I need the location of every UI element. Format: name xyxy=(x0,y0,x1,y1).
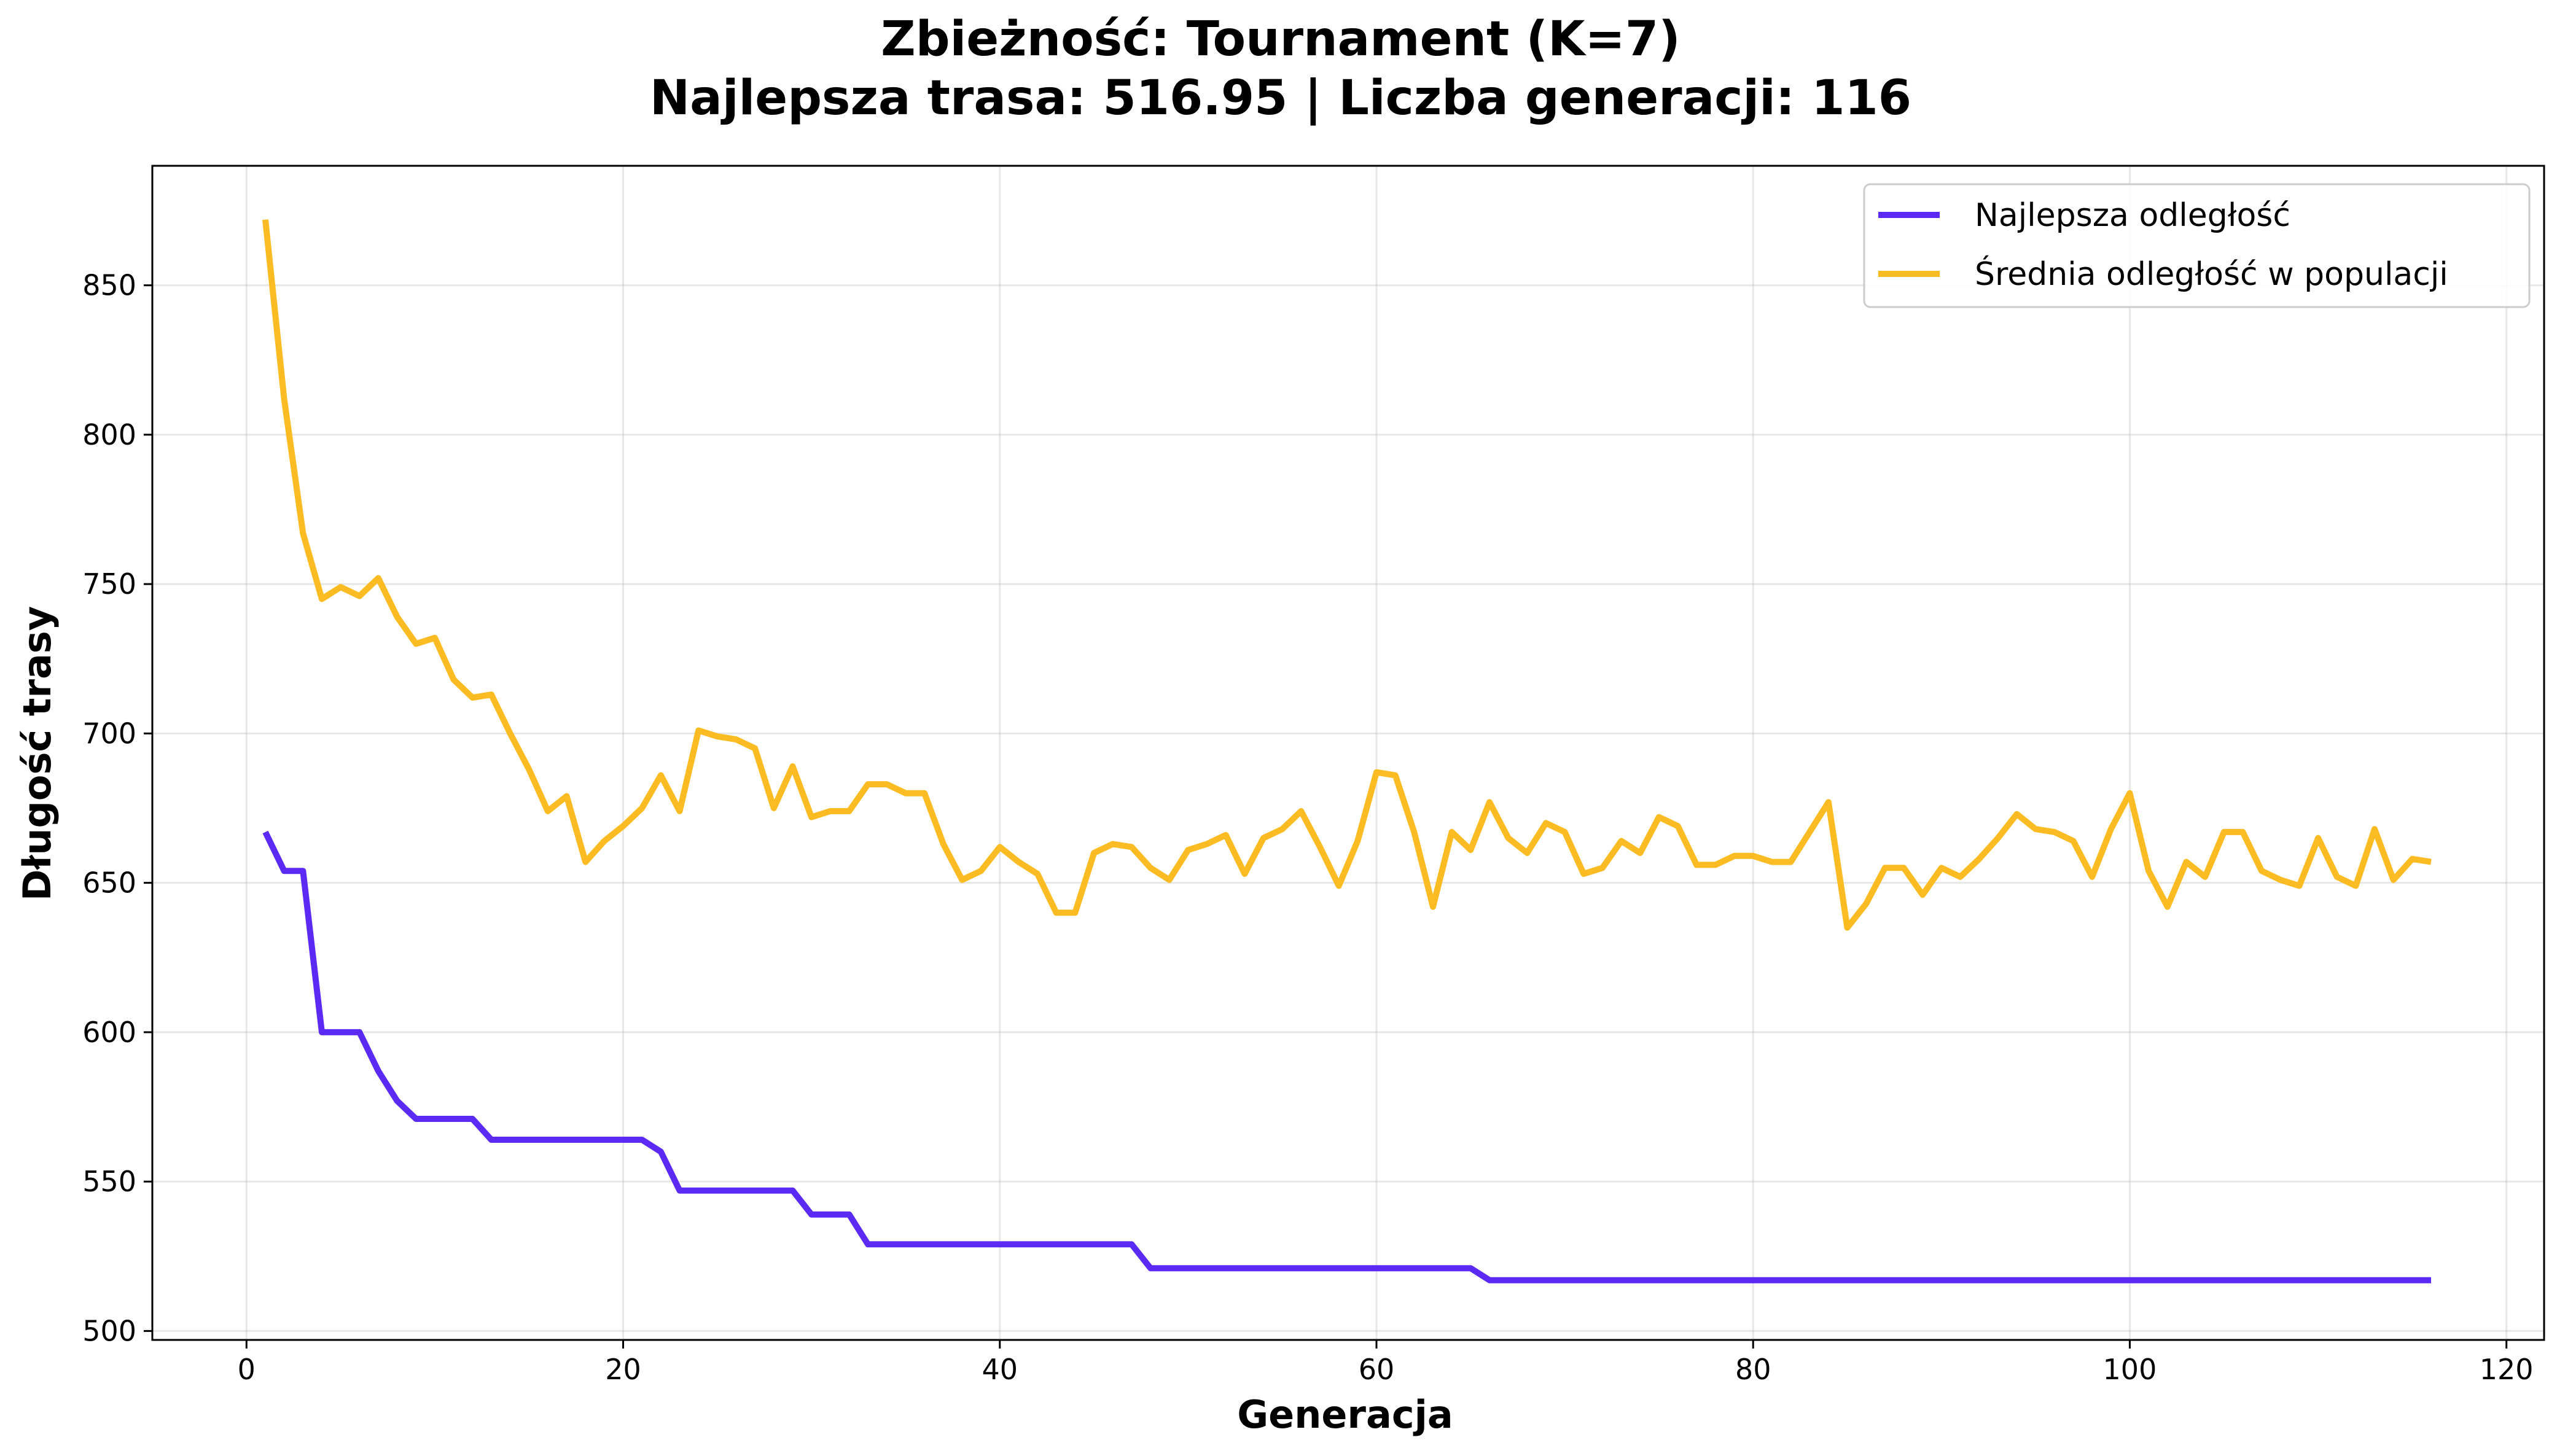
grid xyxy=(152,166,2544,1340)
x-tick-label: 60 xyxy=(1359,1353,1395,1386)
y-tick-label: 800 xyxy=(82,418,136,451)
legend-label-best: Najlepsza odległość xyxy=(1975,197,2290,234)
y-axis-label: Długość trasy xyxy=(15,606,60,901)
x-tick-label: 100 xyxy=(2103,1353,2157,1386)
y-tick-label: 750 xyxy=(82,567,136,601)
x-tick-label: 40 xyxy=(982,1353,1018,1386)
y-tick-label: 550 xyxy=(82,1165,136,1198)
x-axis-label: Generacja xyxy=(1237,1392,1453,1437)
legend-box xyxy=(1863,183,2531,308)
x-tick-label: 0 xyxy=(238,1353,256,1386)
y-tick-label: 850 xyxy=(82,269,136,302)
legend: Najlepsza odległość Średnia odległość w … xyxy=(1863,183,2531,308)
series-lines xyxy=(262,219,2432,1283)
legend-label-mean: Średnia odległość w populacji xyxy=(1975,255,2448,293)
best-distance-line xyxy=(262,830,2431,1283)
chart-subtitle: Najlepsza trasa: 516.95 | Liczba generac… xyxy=(650,71,1911,126)
y-tick-label: 700 xyxy=(82,717,136,750)
chart-title: Zbieżność: Tournament (K=7) xyxy=(881,12,1681,67)
x-tick-label: 80 xyxy=(1735,1353,1771,1386)
mean-distance-line xyxy=(262,219,2432,931)
axis-ticks: 0 20 40 60 80 100 120 500 550 600 650 700 750 800 850 xyxy=(82,269,2533,1386)
y-tick-label: 600 xyxy=(82,1016,136,1049)
plot-frame xyxy=(151,165,2545,1341)
y-tick-label: 650 xyxy=(82,866,136,900)
y-tick-label: 500 xyxy=(82,1314,136,1347)
x-tick-label: 120 xyxy=(2480,1353,2534,1386)
x-tick-label: 20 xyxy=(605,1353,641,1386)
